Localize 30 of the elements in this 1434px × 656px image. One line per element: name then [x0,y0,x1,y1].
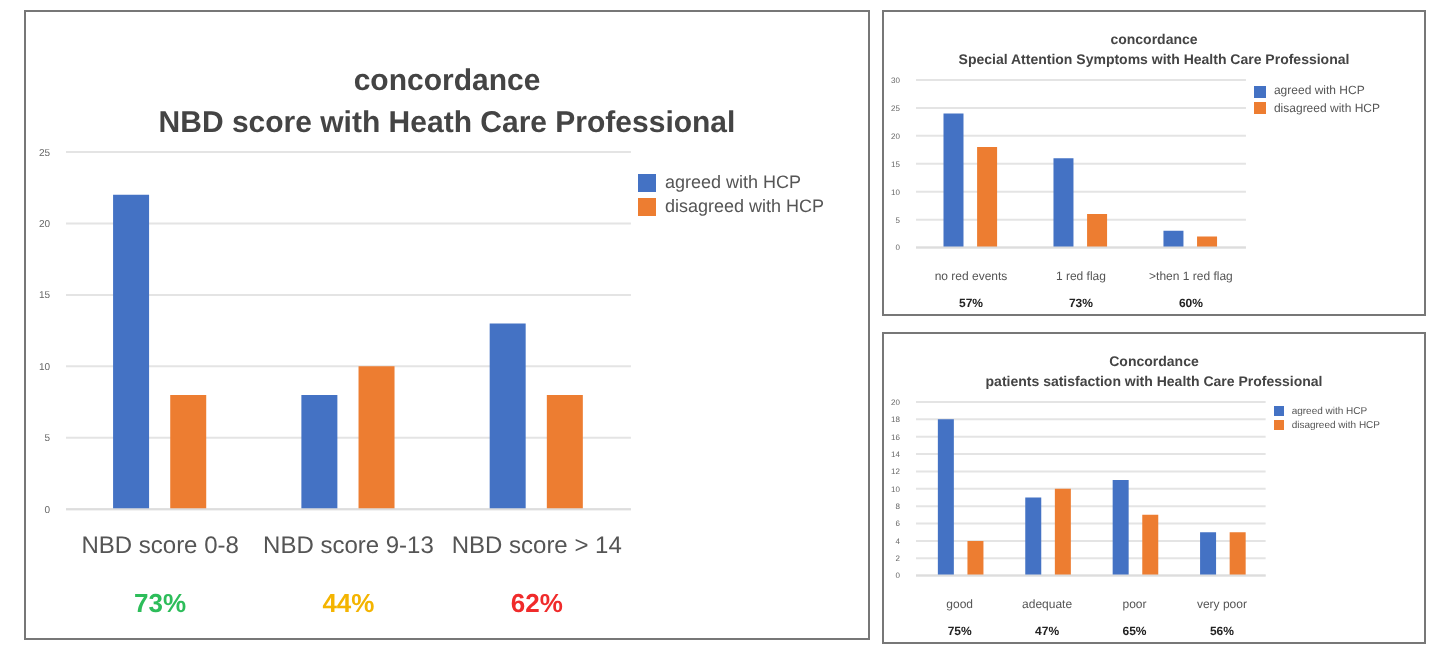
legend-label: disagreed with HCP [664,196,824,217]
x-tick-label: NBD score > 14 [451,531,623,560]
bar [1025,497,1042,576]
bar [113,194,150,510]
bar [1229,532,1246,576]
bar [937,419,954,576]
text: 44% [322,587,376,618]
legend-label: agreed with HCP [664,171,801,192]
x-tick-label: NBD score 9-13 [263,531,435,560]
bar [489,323,526,510]
bar [1054,488,1071,576]
chart-title: concordance [353,62,541,102]
bar [1197,236,1218,248]
bar [358,366,395,510]
text: 73% [134,587,188,618]
bar [301,394,338,510]
chart-subtitle: NBD score with Heath Care Professional [158,104,736,144]
bar [967,540,984,576]
bar [1087,214,1108,248]
bar [170,394,207,510]
bar [1163,230,1184,248]
bar [546,394,583,510]
bar [977,147,998,248]
bar [943,113,964,248]
text: 62% [510,587,564,618]
bar [1142,514,1159,576]
x-tick-label: NBD score 0-8 [81,531,240,560]
bar [1200,532,1217,576]
bar [1112,480,1129,576]
bar [1053,158,1074,248]
